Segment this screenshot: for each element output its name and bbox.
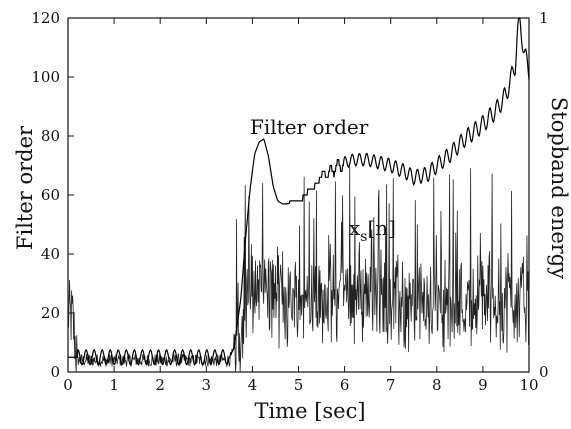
y-left-tick-label: 120: [31, 9, 60, 27]
x-axis-title: Time [sec]: [254, 399, 365, 423]
y-left-tick-label: 0: [50, 363, 60, 381]
series-filter-order-line: [68, 17, 530, 366]
x-tick-label: 6: [340, 376, 350, 394]
series-xs-line: [67, 166, 530, 373]
y-left-tick-label: 60: [41, 186, 60, 204]
annotation-filter-order: Filter order: [250, 115, 369, 139]
series-layer: [67, 17, 530, 373]
annotation-xs-base: x: [349, 216, 361, 240]
annotation-xs-sub: s: [360, 229, 367, 245]
y-right-tick-label: 0: [539, 363, 549, 381]
right-axis-title: Stopband energy: [547, 97, 571, 279]
y-right-tick-label: 1: [539, 9, 549, 27]
x-tick-label: 7: [386, 376, 396, 394]
annotation-xs: xs[n]: [349, 216, 396, 245]
x-tick-label: 2: [155, 376, 165, 394]
x-tick-label: 3: [202, 376, 212, 394]
x-tick-label: 9: [478, 376, 488, 394]
y-left-tick-label: 20: [41, 304, 60, 322]
left-axis-title: Filter order: [13, 125, 37, 250]
y-left-tick-label: 80: [41, 127, 60, 145]
x-tick-label: 8: [432, 376, 442, 394]
annotation-xs-suffix: [n]: [367, 216, 396, 240]
x-tick-label: 5: [294, 376, 304, 394]
x-tick-label: 10: [519, 376, 538, 394]
x-tick-label: 4: [248, 376, 258, 394]
x-tick-label: 0: [63, 376, 73, 394]
y-left-tick-label: 40: [41, 245, 60, 263]
x-tick-label: 1: [109, 376, 119, 394]
y-left-tick-label: 100: [31, 68, 60, 86]
